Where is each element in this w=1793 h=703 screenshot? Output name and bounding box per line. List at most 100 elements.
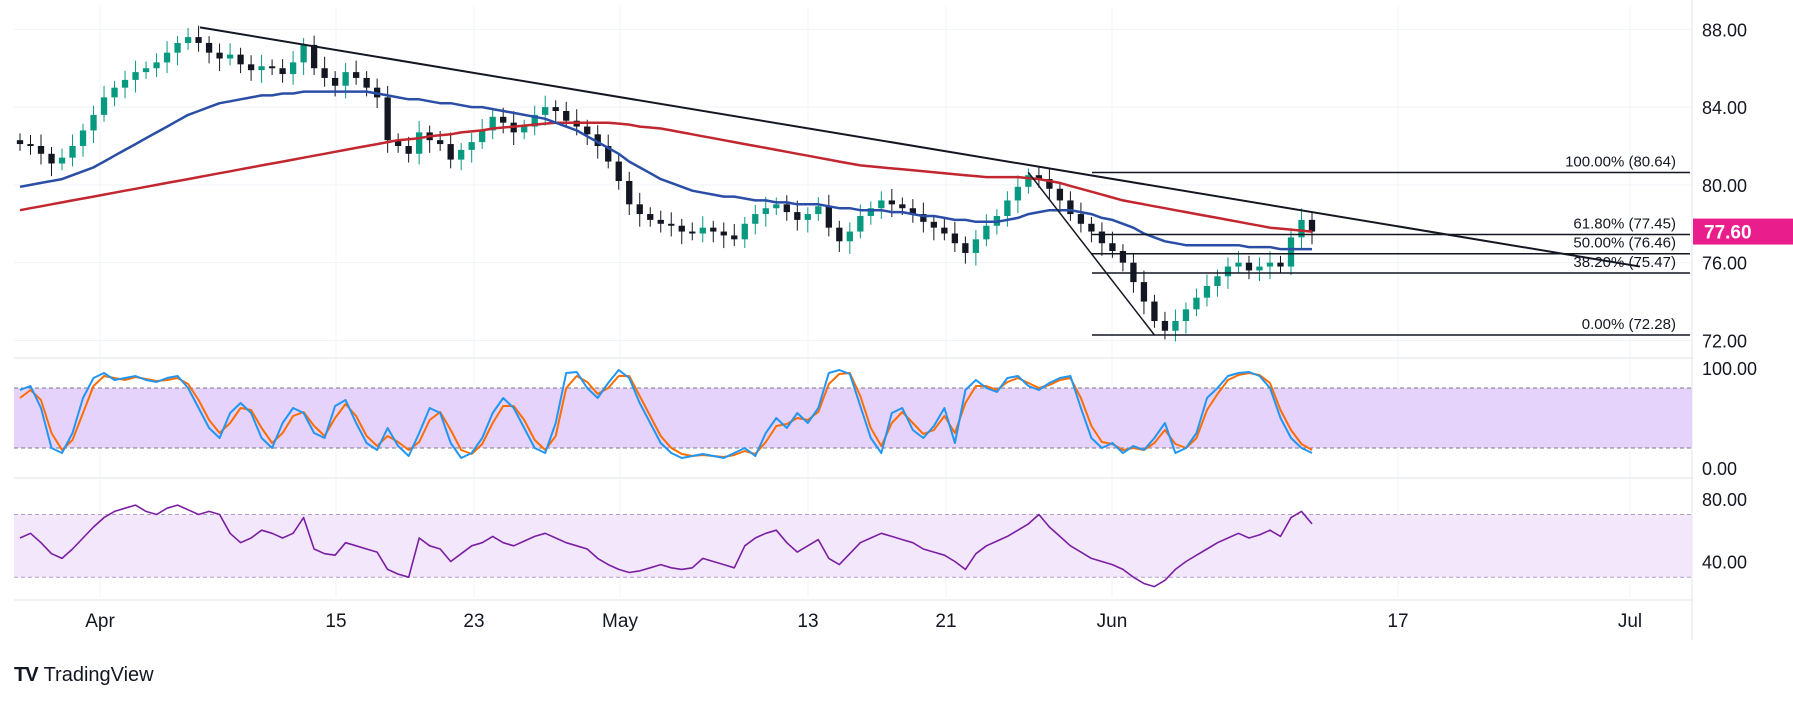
fib-level-label: 38.20% (75.47) [1573, 254, 1676, 271]
candle [132, 60, 139, 93]
candle-body [962, 243, 969, 253]
candle-body [458, 149, 465, 160]
candle-body [1203, 286, 1211, 298]
candle-body [310, 44, 318, 69]
candle [762, 196, 769, 227]
candle [153, 53, 160, 77]
candle-body [626, 181, 633, 205]
candle-body [58, 157, 66, 164]
candle [909, 199, 916, 223]
candle-body [132, 72, 139, 80]
candle [972, 230, 980, 266]
candle-body [563, 111, 570, 121]
candle [37, 134, 45, 165]
tradingview-brand[interactable]: TV TradingView [14, 664, 154, 687]
ma-slow-line [19, 121, 1313, 233]
candle [237, 47, 244, 74]
candle-body [584, 126, 591, 135]
candle [794, 200, 801, 231]
candle [405, 136, 412, 163]
candle-body [983, 225, 990, 240]
candle-body [1308, 219, 1316, 232]
rsi-panel[interactable] [14, 504, 1692, 588]
candle [1067, 191, 1074, 221]
candle [1203, 274, 1211, 307]
candle [69, 134, 76, 167]
candle-body [1014, 186, 1022, 201]
candle-body [195, 37, 202, 43]
candle-body [1025, 175, 1032, 187]
candle [1056, 181, 1064, 214]
candle [1035, 166, 1043, 188]
candle [626, 171, 633, 216]
candle [1014, 175, 1022, 214]
candle [1046, 167, 1053, 200]
candle-body [216, 52, 223, 59]
candle [247, 55, 255, 81]
candle-body [594, 134, 601, 146]
candle-body [342, 72, 349, 86]
candle-body [142, 68, 150, 73]
candle-body [1245, 262, 1253, 271]
candle [1214, 269, 1221, 297]
candle-body [1046, 179, 1053, 189]
candle-body [951, 233, 959, 244]
candle-body [741, 223, 748, 240]
candle-body [163, 52, 171, 63]
fib-level-label: 0.00% (72.28) [1582, 316, 1676, 333]
time-tick-label: 13 [797, 611, 818, 632]
candle-body [825, 206, 832, 228]
candle [752, 204, 759, 235]
candle [815, 197, 822, 221]
candle [531, 105, 538, 136]
price-tick-label: 80.00 [1702, 176, 1747, 196]
candle-body [836, 227, 843, 242]
candle [184, 27, 192, 50]
candle-body [1235, 262, 1242, 267]
stochastic-panel[interactable] [14, 369, 1692, 459]
candle-body [668, 223, 675, 226]
candle-body [468, 142, 475, 150]
candle [226, 43, 234, 66]
candle-body [279, 68, 286, 75]
price-panel[interactable]: 100.00% (80.64) 61.80% (77.45) 50.00% (76.… [14, 25, 1692, 342]
candle [699, 216, 706, 243]
candle-body [1277, 262, 1284, 267]
candle-body [552, 107, 559, 111]
candle [216, 43, 223, 72]
current-price-tag [1693, 218, 1793, 245]
candle [647, 207, 654, 227]
candle-body [888, 200, 895, 205]
candle-body [762, 208, 769, 215]
candle-body [846, 231, 853, 242]
candle-body [804, 214, 811, 220]
candle [100, 85, 108, 122]
candle [195, 25, 202, 52]
candle-body [447, 144, 454, 160]
candle-body [394, 140, 402, 146]
candle-body [1056, 188, 1064, 201]
candle [205, 36, 213, 64]
candle-body [1098, 231, 1106, 244]
fib-level-label: 100.00% (80.64) [1565, 153, 1676, 170]
fib-level-label: 50.00% (76.46) [1573, 235, 1676, 252]
candle-body [79, 130, 87, 146]
brand-name: TradingView [43, 664, 154, 686]
stoch-d-line [19, 372, 1313, 458]
candle [426, 125, 433, 153]
candle [479, 118, 486, 149]
candle-body [783, 204, 790, 213]
candle [783, 195, 790, 221]
candle-body [405, 146, 412, 154]
candle-body [731, 235, 738, 240]
candle [58, 148, 66, 171]
candle [584, 119, 591, 146]
candle [1151, 294, 1158, 328]
candle [289, 50, 297, 85]
candle-body [500, 116, 507, 123]
candle-body [1151, 301, 1158, 321]
candle [1193, 288, 1200, 317]
candle [48, 146, 55, 177]
candle-body [174, 42, 181, 53]
